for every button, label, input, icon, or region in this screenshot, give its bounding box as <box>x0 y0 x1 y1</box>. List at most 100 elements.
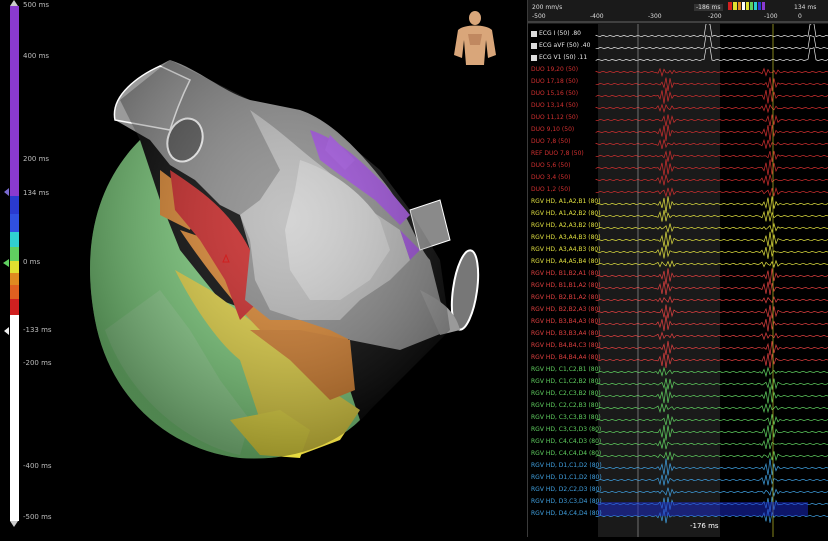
channel-label[interactable]: RGV HD, C2,C2,B3 (80) <box>531 402 601 409</box>
channel-label[interactable]: RGV HD, C1,C2,B2 (80) <box>531 378 601 385</box>
channel-label-text: DUO 13,14 (50) <box>531 102 579 109</box>
channel-label-text: ECG I (50) .80 <box>539 30 581 37</box>
channel-checkbox[interactable] <box>531 30 537 37</box>
channel-label[interactable]: DUO 1,2 (50) <box>531 186 570 193</box>
scale-label-neg133: -133 ms <box>23 326 52 334</box>
channel-label[interactable]: RGV HD, B2,B2,A3 (80) <box>531 306 601 313</box>
channel-label[interactable]: RGV HD, C3,C3,B3 (80) <box>531 414 601 421</box>
channel-label[interactable]: DUO 13,14 (50) <box>531 102 578 109</box>
channel-trace <box>595 352 828 369</box>
channel-label[interactable]: DUO 15,16 (50) <box>531 90 578 97</box>
channel-label[interactable]: RGV HD, D3,C3,D4 (80) <box>531 498 602 505</box>
scale-label-500: 500 ms <box>23 1 50 9</box>
heart-model <box>90 60 480 459</box>
channel-label[interactable]: DUO 17,18 (50) <box>531 78 578 85</box>
channel-label[interactable]: RGV HD, D1,C1,D2 (80) <box>531 462 602 469</box>
channel-label-text: RGV HD, B2,B2,A3 (80) <box>531 306 601 313</box>
channel-label-text: RGV HD, A3,A4,B3 (80) <box>531 246 601 253</box>
channel-label-text: DUO 7,8 (50) <box>531 138 571 145</box>
signal-band <box>598 502 808 516</box>
channel-label[interactable]: DUO 5,6 (50) <box>531 162 570 169</box>
channel-label[interactable]: RGV HD, D1,C1,D2 (80) <box>531 474 602 481</box>
channel-trace <box>595 403 828 414</box>
channel-trace <box>595 196 828 214</box>
channel-label[interactable]: RGV HD, C4,C4,D3 (80) <box>531 438 601 445</box>
channel-trace <box>595 159 828 176</box>
channel-trace <box>595 486 828 498</box>
window-value: -186 ms <box>694 4 723 11</box>
sweep-speed[interactable]: 200 mm/s <box>532 4 563 11</box>
channel-label[interactable]: RGV HD, C2,C3,B2 (80) <box>531 390 601 397</box>
torso-orientation-icon[interactable] <box>450 10 500 70</box>
channel-trace <box>595 281 828 296</box>
channel-trace <box>595 340 828 356</box>
scale-label-neg400: -400 ms <box>23 462 52 470</box>
annotation-window[interactable] <box>598 24 720 537</box>
channel-trace <box>595 77 828 92</box>
channel-label[interactable]: RGV HD, B3,B3,A4 (80) <box>531 330 601 337</box>
channel-trace <box>595 386 828 404</box>
channel-label[interactable]: RGV HD, C1,C2,B1 (80) <box>531 366 601 373</box>
channel-label-text: RGV HD, D1,C1,D2 (80) <box>531 474 602 481</box>
channel-label[interactable]: ECG aVF (50) .40 <box>531 42 590 49</box>
channel-label[interactable]: DUO 11,12 (50) <box>531 114 578 121</box>
channel-label[interactable]: ECG V1 (50) .11 <box>531 54 587 61</box>
channel-trace <box>595 366 828 378</box>
channel-label-text: DUO 9,10 (50) <box>531 126 575 133</box>
channel-label[interactable]: RGV HD, A4,A5,B4 (80) <box>531 258 601 265</box>
channel-label-text: ECG V1 (50) .11 <box>539 54 588 61</box>
channel-label-text: RGV HD, B3,B3,A4 (80) <box>531 330 601 337</box>
channel-label-text: RGV HD, D4,C4,D4 (80) <box>531 510 602 517</box>
channel-label[interactable]: RGV HD, B4,B4,C3 (80) <box>531 342 601 349</box>
channel-trace <box>595 138 828 149</box>
channel-label[interactable]: RGV HD, B4,B4,A4 (80) <box>531 354 601 361</box>
reference-value: 134 ms <box>794 4 817 11</box>
channel-trace <box>595 315 828 332</box>
channel-label[interactable]: DUO 7,8 (50) <box>531 138 570 145</box>
channel-trace <box>595 474 828 486</box>
scale-label-neg500: -500 ms <box>23 513 52 521</box>
channel-label[interactable]: RGV HD, A3,A4,B3 (80) <box>531 234 601 241</box>
channel-checkbox[interactable] <box>531 42 537 49</box>
panel-divider[interactable] <box>527 0 528 537</box>
channel-label[interactable]: RGV HD, A1,A2,B1 (80) <box>531 198 601 205</box>
channel-trace <box>595 222 828 234</box>
channel-label[interactable]: REF DUO 7,8 (50) <box>531 150 584 157</box>
channel-trace <box>595 378 828 390</box>
channel-label[interactable]: RGV HD, A2,A3,B2 (80) <box>531 222 601 229</box>
channel-label[interactable]: DUO 3,4 (50) <box>531 174 570 181</box>
channel-label[interactable]: RGV HD, B1,B2,A1 (80) <box>531 270 601 277</box>
channel-label[interactable]: RGV HD, D4,C4,D4 (80) <box>531 510 602 517</box>
electrogram-traces[interactable] <box>528 24 828 537</box>
channel-label-text: RGV HD, A2,A3,B2 (80) <box>531 222 601 229</box>
timeline-mark: -300 <box>648 13 662 20</box>
timeline-header[interactable]: 200 mm/s -500 -400 -300 -200 -100 0 -186… <box>528 0 828 24</box>
channel-label[interactable]: RGV HD, D2,C2,D3 (80) <box>531 486 602 493</box>
channel-label[interactable]: DUO 19,20 (50) <box>531 66 578 73</box>
channel-label[interactable]: RGV HD, B3,B4,A3 (80) <box>531 318 601 325</box>
channel-label[interactable]: DUO 9,10 (50) <box>531 126 574 133</box>
channel-checkbox[interactable] <box>531 54 537 61</box>
scale-label-200: 200 ms <box>23 155 50 163</box>
channel-label[interactable]: RGV HD, B2,B1,A2 (80) <box>531 294 601 301</box>
channel-label-text: REF DUO 7,8 (50) <box>531 150 584 157</box>
channel-trace <box>595 413 828 426</box>
channel-label[interactable]: RGV HD, B1,B1,A2 (80) <box>531 282 601 289</box>
channel-label[interactable]: RGV HD, C3,C3,D3 (80) <box>531 426 601 433</box>
channel-trace <box>595 67 828 78</box>
activation-time-scale[interactable]: 500 ms 400 ms 200 ms 134 ms 0 ms -133 ms… <box>0 0 52 537</box>
channel-label[interactable]: RGV HD, A3,A4,B3 (80) <box>531 246 601 253</box>
channel-trace <box>595 331 828 341</box>
channel-label-text: DUO 11,12 (50) <box>531 114 579 121</box>
channel-label-text: ECG aVF (50) .40 <box>539 42 591 49</box>
channel-trace <box>595 458 828 476</box>
channel-label[interactable]: RGV HD, A1,A2,B2 (80) <box>531 210 601 217</box>
channel-trace <box>595 304 828 319</box>
channel-trace <box>595 231 828 247</box>
activation-map-3d[interactable] <box>40 0 530 537</box>
channel-label[interactable]: ECG I (50) .80 <box>531 30 581 37</box>
channel-label[interactable]: RGV HD, C4,C4,D4 (80) <box>531 450 601 457</box>
scale-label-neg200: -200 ms <box>23 359 52 367</box>
timeline-mark: -500 <box>532 13 546 20</box>
channel-trace <box>595 424 828 441</box>
